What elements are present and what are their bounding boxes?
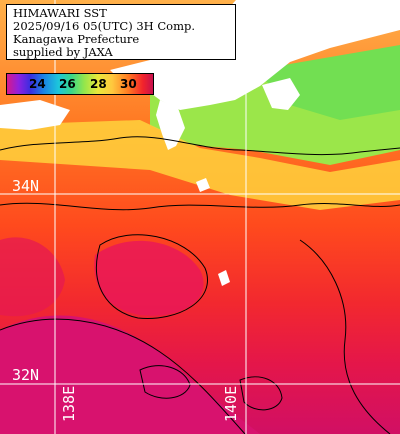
colorbar-tick-24: 24 [29,77,46,91]
lat-label-34n: 34N [12,177,40,195]
product-title: HIMAWARI SST [13,6,107,20]
data-credit: supplied by JAXA [13,45,113,59]
land-boso-peninsula [262,78,300,110]
contour-line-east [299,239,391,434]
mid-water-band [0,120,400,210]
colorbar-tick-28: 28 [90,77,107,91]
land-honshu [110,0,400,110]
lat-label-32n: 32N [12,366,40,384]
land-izu-island-1 [196,178,210,192]
observation-time: 2025/09/16 05(UTC) 3H Comp. [13,19,196,33]
temperature-colorbar: 24 26 28 30 [6,73,154,95]
land-izu-island-2 [218,270,230,286]
land-izu-peninsula [156,100,185,150]
warm-water-patch-west [0,237,65,317]
land-west-coast [0,100,70,130]
contour-line-north [0,136,400,156]
warm-water-patch-south [0,315,260,434]
lon-label-138e: 138E [60,385,78,422]
contour-line-center-loop [95,234,208,319]
contour-line-mid [0,202,400,211]
warm-water-patch-center [94,240,204,316]
region-name: Kanagawa Prefecture [13,32,140,46]
colorbar-tick-30: 30 [120,77,137,91]
colorbar-tick-26: 26 [59,77,76,91]
map-info-box: HIMAWARI SST 2025/09/16 05(UTC) 3H Comp.… [6,4,236,60]
contour-line-small-2 [239,376,283,411]
contour-line-south [0,318,246,434]
contour-line-small-1 [139,365,191,399]
lon-label-140e: 140E [222,385,240,422]
